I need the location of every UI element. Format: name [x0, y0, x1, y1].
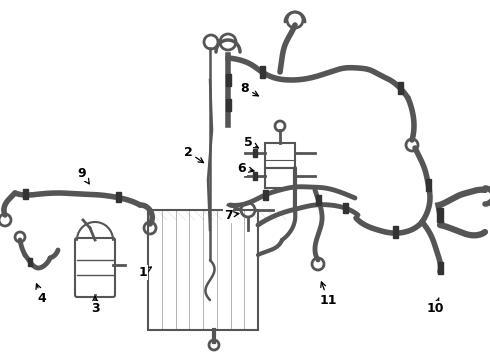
Text: 2: 2 — [184, 145, 203, 163]
Bar — [265, 168, 295, 188]
Bar — [265, 143, 295, 168]
Bar — [437, 208, 443, 222]
Text: 3: 3 — [91, 296, 99, 315]
Bar — [225, 99, 230, 111]
Bar — [263, 190, 268, 200]
Bar — [225, 74, 230, 86]
Text: 5: 5 — [244, 135, 258, 149]
Text: 8: 8 — [241, 81, 258, 96]
Bar — [148, 210, 258, 330]
Bar — [392, 226, 397, 238]
Bar — [343, 203, 347, 213]
Text: 10: 10 — [426, 298, 444, 315]
Text: 4: 4 — [36, 284, 47, 305]
Text: 6: 6 — [238, 162, 254, 175]
Bar — [397, 82, 402, 94]
Bar — [28, 258, 32, 266]
Bar — [260, 66, 265, 78]
Bar — [116, 192, 121, 202]
Bar — [425, 179, 431, 191]
Bar — [438, 262, 442, 274]
Text: 9: 9 — [78, 166, 89, 184]
Text: 1: 1 — [139, 266, 151, 279]
Bar — [316, 195, 320, 205]
Bar — [94, 300, 97, 305]
Bar — [253, 172, 257, 180]
Bar — [253, 149, 257, 157]
Bar — [23, 189, 27, 199]
Text: 7: 7 — [223, 208, 239, 221]
Text: 11: 11 — [319, 282, 337, 306]
